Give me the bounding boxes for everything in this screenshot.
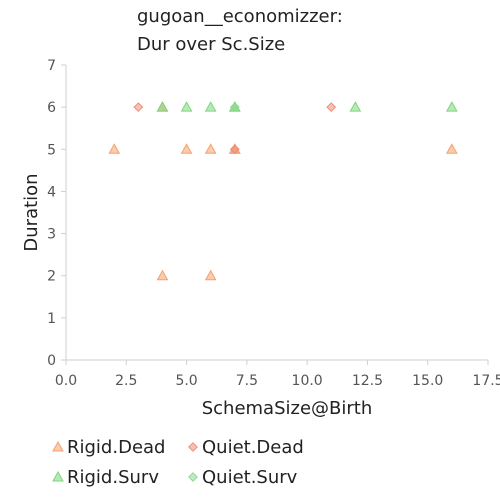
data-points bbox=[108, 101, 458, 281]
y-axis-label: Duration bbox=[21, 173, 42, 251]
legend-marker-rigid-dead bbox=[52, 440, 64, 452]
chart-title-line-2: Dur over Sc.Size bbox=[137, 34, 285, 55]
point-rigid-dead bbox=[180, 143, 193, 154]
point-rigid-surv bbox=[445, 101, 458, 112]
point-quiet-dead bbox=[326, 102, 337, 113]
point-rigid-surv bbox=[180, 101, 193, 112]
x-tick-label: 10.0 bbox=[292, 373, 323, 389]
legend-item-rigid-surv: Rigid.Surv bbox=[52, 467, 159, 488]
x-axis-label: SchemaSize@Birth bbox=[202, 398, 373, 419]
point-quiet-dead bbox=[229, 144, 240, 155]
x-tick-label: 5.0 bbox=[175, 373, 197, 389]
y-tick-label: 4 bbox=[47, 184, 56, 200]
x-tick-label: 7.5 bbox=[236, 373, 258, 389]
x-tick-label: 2.5 bbox=[115, 373, 137, 389]
point-rigid-dead bbox=[445, 143, 458, 154]
point-rigid-surv bbox=[204, 101, 217, 112]
legend-label-quiet-dead: Quiet.Dead bbox=[202, 437, 304, 458]
legend-marker-rigid-surv bbox=[52, 470, 64, 482]
y-tick-label: 6 bbox=[47, 100, 56, 116]
x-tick-label: 12.5 bbox=[352, 373, 383, 389]
legend: Rigid.Dead Quiet.Dead Rigid.Surv Quiet.Surv bbox=[52, 437, 304, 488]
point-rigid-dead bbox=[156, 269, 169, 281]
y-tick-label: 0 bbox=[47, 353, 56, 369]
point-rigid-dead bbox=[204, 269, 217, 281]
legend-label-rigid-dead: Rigid.Dead bbox=[67, 437, 165, 458]
legend-item-quiet-surv: Quiet.Surv bbox=[188, 467, 298, 488]
y-tick-label: 7 bbox=[47, 58, 56, 74]
legend-marker-quiet-surv bbox=[188, 472, 198, 482]
point-rigid-dead bbox=[108, 143, 121, 154]
point-quiet-surv bbox=[229, 102, 240, 113]
point-rigid-surv bbox=[349, 101, 362, 112]
point-rigid-dead bbox=[204, 143, 217, 154]
y-tick-label: 2 bbox=[47, 269, 56, 285]
point-rigid-surv bbox=[156, 101, 169, 112]
x-tick-label: 15.0 bbox=[412, 373, 443, 389]
y-tick-label: 3 bbox=[47, 227, 56, 243]
y-axis-ticks: 0 1 2 3 4 5 6 7 bbox=[47, 58, 66, 369]
y-tick-label: 1 bbox=[47, 311, 56, 327]
legend-marker-quiet-dead bbox=[188, 442, 198, 452]
chart-title-line-1: gugoan__economizzer: bbox=[137, 6, 343, 27]
x-axis-ticks: 0.0 2.5 5.0 7.5 10.0 12.5 15.0 17.5 bbox=[55, 360, 500, 389]
y-tick-label: 5 bbox=[47, 142, 56, 158]
x-tick-label: 17.5 bbox=[472, 373, 500, 389]
legend-label-rigid-surv: Rigid.Surv bbox=[67, 467, 159, 488]
legend-item-rigid-dead: Rigid.Dead bbox=[52, 437, 165, 458]
legend-label-quiet-surv: Quiet.Surv bbox=[202, 467, 298, 488]
chart-title: gugoan__economizzer: Dur over Sc.Size bbox=[137, 6, 343, 55]
legend-item-quiet-dead: Quiet.Dead bbox=[188, 437, 304, 458]
point-quiet-dead bbox=[133, 102, 144, 113]
x-tick-label: 0.0 bbox=[55, 373, 77, 389]
